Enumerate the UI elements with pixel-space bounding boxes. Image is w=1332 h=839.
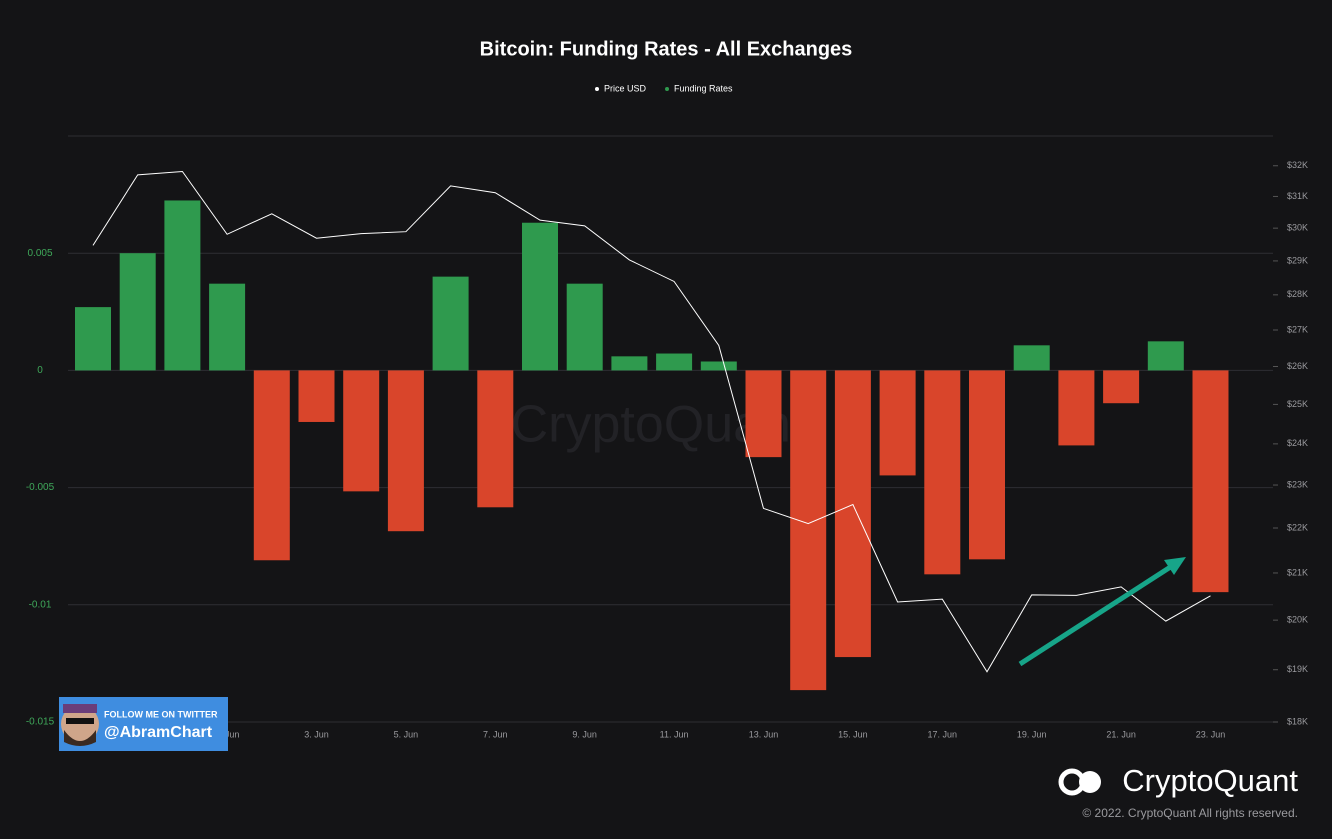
avatar-glasses <box>66 718 94 724</box>
bar <box>1192 370 1229 593</box>
badge-line2: @AbramChart <box>104 724 213 741</box>
logo-icon <box>1079 771 1101 793</box>
avatar-cap <box>63 704 97 713</box>
badge-line1: FOLLOW ME ON TWITTER <box>104 709 218 719</box>
x-tick-label: 9. Jun <box>572 729 597 739</box>
y2-tick-label: $30K <box>1287 223 1308 233</box>
bar <box>834 370 871 658</box>
bar <box>298 370 335 422</box>
bar <box>1013 345 1050 371</box>
y2-tick-label: $25K <box>1287 399 1308 409</box>
bar <box>432 276 469 371</box>
bar <box>924 370 961 575</box>
bar <box>656 353 693 371</box>
bar <box>566 283 603 371</box>
copyright: © 2022. CryptoQuant All rights reserved. <box>1082 806 1298 820</box>
y2-tick-label: $20K <box>1287 615 1308 625</box>
bar <box>745 370 782 458</box>
x-tick-label: 7. Jun <box>483 729 508 739</box>
arrow-shaft <box>1018 563 1174 667</box>
y2-tick-label: $31K <box>1287 191 1308 201</box>
y2-tick-label: $19K <box>1287 664 1308 674</box>
bar <box>1058 370 1095 446</box>
x-tick-label: 17. Jun <box>928 729 958 739</box>
y2-tick-label: $18K <box>1287 716 1308 726</box>
plot: -0.015 -0.01 -0.005 0 0.005 $18K $19K $20K $21K $… <box>26 135 1308 739</box>
arrow-head <box>1164 557 1186 575</box>
y2-tick-label: $23K <box>1287 479 1308 489</box>
price-line <box>92 170 1211 673</box>
bar <box>790 370 827 691</box>
bar <box>879 370 916 476</box>
bar <box>611 356 648 371</box>
avatar-beard <box>64 730 96 746</box>
y2-tick-label: $32K <box>1287 160 1308 170</box>
legend: Price USD Funding Rates <box>595 83 733 93</box>
y2-tick-label: $29K <box>1287 255 1308 265</box>
y2-tick-label: $27K <box>1287 324 1308 334</box>
legend-marker <box>595 87 599 91</box>
twitter-badge: FOLLOW ME ON TWITTER @AbramChart <box>59 697 228 751</box>
bar <box>209 283 246 371</box>
bar <box>700 361 737 371</box>
x-tick-label: 3. Jun <box>304 729 329 739</box>
logo-text: CryptoQuant <box>1122 763 1298 798</box>
bar <box>969 370 1005 560</box>
bar <box>477 370 514 508</box>
bar <box>1103 370 1140 404</box>
bar <box>119 253 156 371</box>
y-tick-label: -0.01 <box>29 599 52 610</box>
x-tick-label: 11. Jun <box>660 729 689 739</box>
x-tick-label: 19. Jun <box>1017 729 1047 739</box>
legend-label: Funding Rates <box>674 83 733 93</box>
bar <box>75 307 111 371</box>
bar <box>522 222 558 371</box>
y-tick-label: 0 <box>37 365 43 376</box>
y2-tick-label: $24K <box>1287 438 1308 448</box>
y-tick-label: -0.015 <box>26 717 55 728</box>
bar <box>164 200 201 371</box>
chart-title: Bitcoin: Funding Rates - All Exchanges <box>480 38 853 60</box>
y2-tick-label: $22K <box>1287 522 1308 532</box>
x-tick-label: 5. Jun <box>394 729 419 739</box>
bar <box>343 370 380 492</box>
bar <box>1147 341 1184 371</box>
x-tick-label: 15. Jun <box>838 729 868 739</box>
bar <box>387 370 424 532</box>
footer-logo: CryptoQuant <box>1058 763 1298 798</box>
y2-tick-label: $21K <box>1287 567 1308 577</box>
bar <box>253 370 290 561</box>
y2-tick-label: $28K <box>1287 289 1308 299</box>
y-tick-label: -0.005 <box>26 482 55 493</box>
x-tick-label: 21. Jun <box>1106 729 1136 739</box>
x-tick-label: 13. Jun <box>749 729 779 739</box>
legend-marker <box>665 87 670 91</box>
x-tick-label: 23. Jun <box>1196 729 1226 739</box>
y2-tick-label: $26K <box>1287 361 1308 371</box>
y-tick-label: 0.005 <box>27 248 52 259</box>
legend-label: Price USD <box>604 83 647 93</box>
